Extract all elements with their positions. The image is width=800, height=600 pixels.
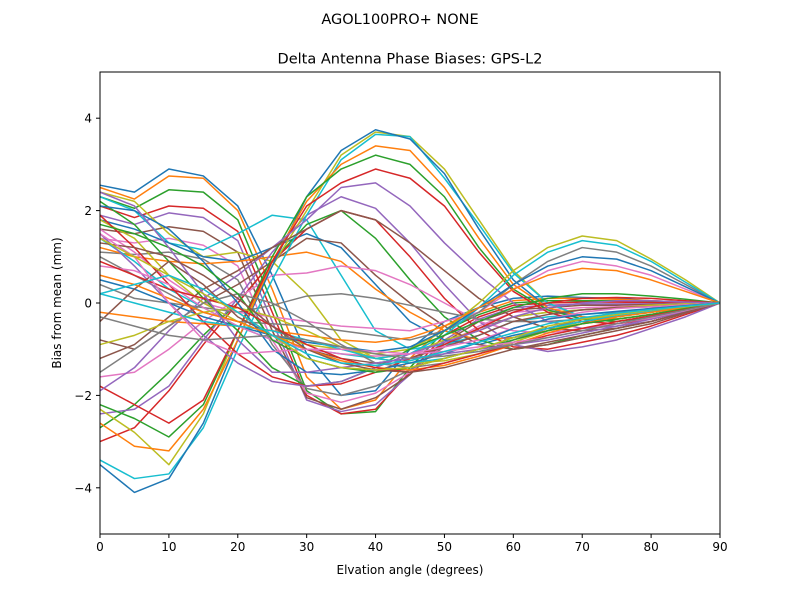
x-axis-label: Elvation angle (degrees) <box>337 563 484 577</box>
series-line-42 <box>99 274 721 371</box>
y-axis: −4 −2 0 2 4 <box>74 112 100 495</box>
y-tick-label: −4 <box>74 481 92 495</box>
series-line-9 <box>99 191 721 360</box>
x-tick-label: 50 <box>437 540 452 554</box>
series-line-46 <box>99 242 721 374</box>
x-tick-label: 0 <box>96 540 104 554</box>
x-tick-label: 40 <box>368 540 383 554</box>
series-line-41 <box>99 205 721 376</box>
x-tick-label: 30 <box>299 540 314 554</box>
series-line-6 <box>99 226 721 411</box>
figure-suptitle: AGOL100PRO+ NONE <box>321 12 478 28</box>
x-tick-label: 70 <box>575 540 590 554</box>
x-tick-label: 90 <box>712 540 727 554</box>
series-line-45 <box>99 191 721 374</box>
chart-title: Delta Antenna Phase Biases: GPS-L2 <box>278 52 543 68</box>
x-tick-label: 60 <box>506 540 521 554</box>
y-tick-label: 0 <box>84 297 92 311</box>
x-tick-label: 20 <box>230 540 245 554</box>
x-tick-label: 10 <box>161 540 176 554</box>
series-line-14 <box>99 209 721 443</box>
series-line-50 <box>99 274 721 367</box>
y-axis-label: Bias from mean (mm) <box>50 237 64 368</box>
plot-lines <box>99 129 721 494</box>
series-line-31 <box>99 256 721 353</box>
y-tick-label: −2 <box>74 389 92 403</box>
series-line-32 <box>99 267 721 344</box>
y-tick-label: 2 <box>84 204 92 218</box>
x-axis: 0 10 20 30 40 50 60 70 80 90 <box>96 534 728 554</box>
series-line-49 <box>99 237 721 371</box>
x-tick-label: 80 <box>643 540 658 554</box>
y-tick-label: 4 <box>84 112 92 126</box>
series-line-48 <box>99 302 721 360</box>
